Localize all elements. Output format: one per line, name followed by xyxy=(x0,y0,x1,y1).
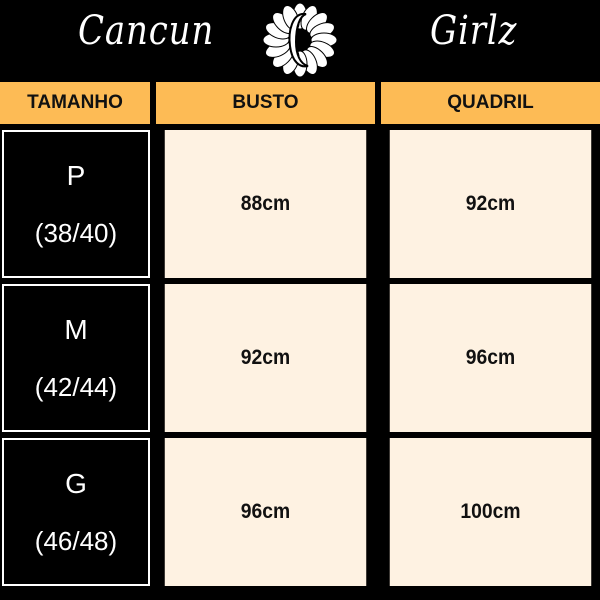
size-letter: M xyxy=(64,314,88,345)
size-range: (38/40) xyxy=(34,218,118,248)
busto-cell: 96cm xyxy=(164,438,367,586)
header-quadril: QUADRIL xyxy=(381,82,600,124)
brand-header: Cancun Girlz xyxy=(0,0,600,82)
busto-cell: 92cm xyxy=(164,284,367,432)
busto-cell: 88cm xyxy=(164,130,367,278)
header-busto: BUSTO xyxy=(156,82,375,124)
quadril-cell: 100cm xyxy=(389,438,592,586)
header-tamanho: TAMANHO xyxy=(0,82,150,124)
size-cell: M (42/44) xyxy=(2,284,150,432)
size-range: (42/44) xyxy=(34,372,118,402)
brand-word-right: Girlz xyxy=(430,8,518,54)
quadril-cell: 96cm xyxy=(389,284,592,432)
size-range: (46/48) xyxy=(34,526,118,556)
size-letter: G xyxy=(65,468,87,499)
size-cell: G (46/48) xyxy=(2,438,150,586)
quadril-cell: 92cm xyxy=(389,130,592,278)
size-letter: P xyxy=(66,160,86,191)
flower-c-logo-icon xyxy=(262,2,338,78)
size-cell: P (38/40) xyxy=(2,130,150,278)
brand-word-left: Cancun xyxy=(78,8,215,54)
